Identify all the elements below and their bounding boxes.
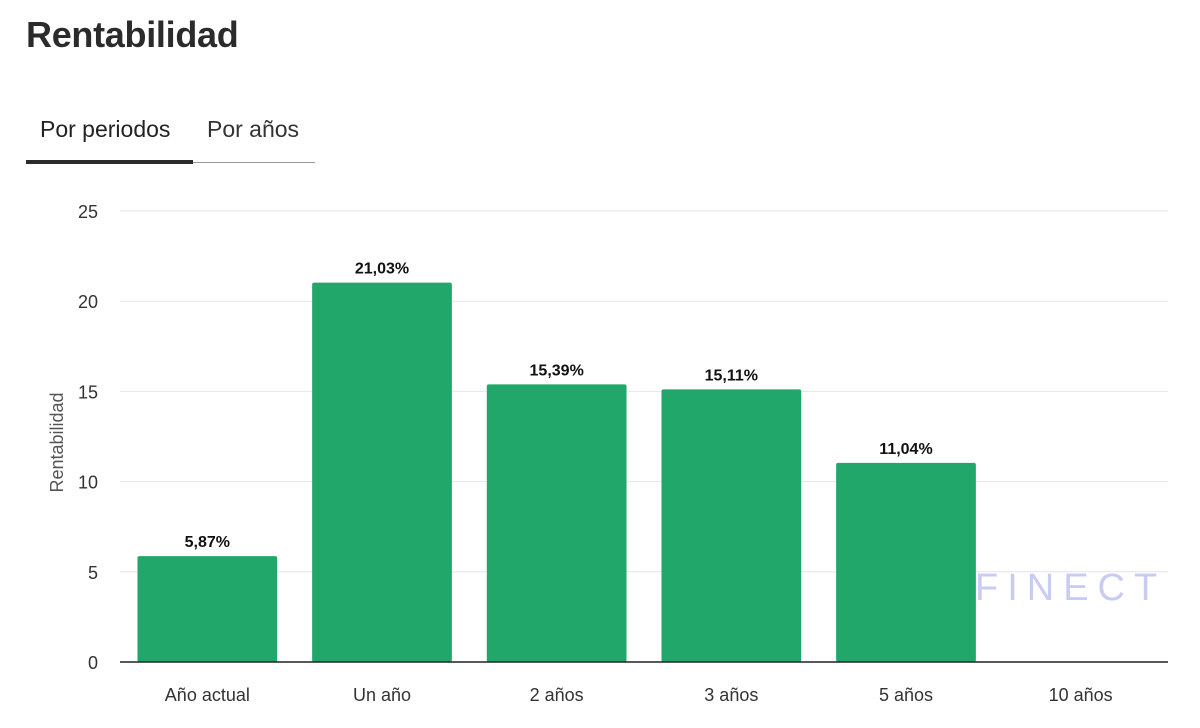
- x-tick-label: 3 años: [704, 685, 758, 705]
- bar[interactable]: [661, 389, 802, 662]
- tab-por-periodos[interactable]: Por periodos: [26, 104, 193, 164]
- y-tick-label: 25: [78, 202, 98, 222]
- period-tabs: Por periodos Por años: [26, 104, 315, 164]
- x-tick-label: 10 años: [1049, 685, 1113, 705]
- x-tick-label: 2 años: [530, 685, 584, 705]
- returns-bar-chart: 0 5 10 15 20 25 Rentabilidad 5,87% 21,03% 15,39…: [47, 202, 1168, 705]
- x-axis-ticks: Año actual Un año 2 años 3 años 5 años 10 año…: [165, 685, 1113, 705]
- page-title: Rentabilidad: [26, 14, 239, 55]
- bar[interactable]: [137, 556, 278, 662]
- x-tick-label: 5 años: [879, 685, 933, 705]
- bar-value-label: 5,87%: [185, 534, 230, 551]
- data-labels: 5,87% 21,03% 15,39% 15,11% 11,04%: [185, 261, 933, 551]
- bar[interactable]: [312, 282, 452, 662]
- y-tick-label: 5: [88, 563, 98, 583]
- y-tick-label: 15: [78, 382, 98, 402]
- bar[interactable]: [836, 462, 976, 662]
- x-tick-label: Un año: [353, 685, 411, 705]
- y-tick-label: 20: [78, 292, 98, 312]
- bar[interactable]: [486, 384, 627, 662]
- bar-value-label: 15,39%: [530, 362, 584, 379]
- bar-value-label: 21,03%: [355, 261, 409, 278]
- y-tick-label: 0: [88, 653, 98, 673]
- grid-lines: [120, 210, 1168, 573]
- y-axis-ticks: 0 5 10 15 20 25: [78, 202, 98, 673]
- bar-value-label: 15,11%: [705, 367, 758, 384]
- y-axis-label: Rentabilidad: [47, 392, 67, 492]
- tab-por-anos[interactable]: Por años: [207, 116, 300, 142]
- bars: [137, 282, 976, 662]
- x-tick-label: Año actual: [165, 685, 250, 705]
- bar-value-label: 11,04%: [879, 441, 932, 458]
- y-tick-label: 10: [78, 473, 98, 493]
- finect-watermark: FINECT: [975, 567, 1167, 609]
